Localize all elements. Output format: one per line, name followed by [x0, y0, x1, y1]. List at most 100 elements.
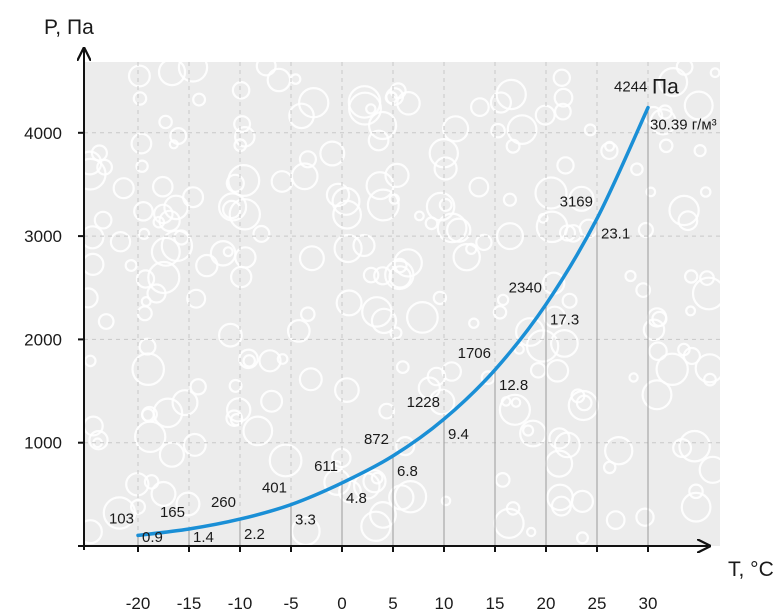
data-label-humidity: 30.39 г/м³: [650, 117, 717, 134]
bubble: [127, 64, 151, 88]
bubble: [553, 87, 574, 108]
bubble: [688, 483, 704, 500]
bubble: [298, 367, 323, 392]
bubble: [436, 212, 468, 244]
bubble: [428, 388, 456, 416]
bubble: [393, 480, 428, 514]
bubble: [604, 436, 634, 466]
data-label-pressure: 401: [262, 480, 287, 497]
bubble: [84, 354, 97, 368]
bubble: [131, 352, 165, 386]
y-tick-label: 3000: [24, 227, 62, 246]
bubble: [680, 491, 712, 523]
bubble: [150, 480, 177, 507]
bubble: [352, 233, 376, 258]
bubble: [90, 144, 109, 162]
bubble: [691, 276, 726, 311]
bubble: [406, 301, 439, 334]
bubble: [242, 415, 274, 447]
bubble: [494, 472, 511, 488]
bubble: [583, 123, 597, 137]
bubble: [157, 57, 187, 87]
bubble: [135, 269, 156, 289]
bubble: [270, 170, 294, 193]
bubble: [158, 441, 185, 468]
bubble: [384, 162, 410, 188]
bubble: [396, 91, 421, 116]
bubble: [605, 510, 626, 530]
bubble: [189, 378, 207, 396]
bubble: [432, 290, 448, 306]
bubble: [158, 114, 173, 130]
bubble: [130, 132, 153, 155]
bubble: [624, 269, 637, 283]
bubble: [325, 182, 351, 208]
bubble: [225, 397, 252, 423]
bubble: [347, 85, 382, 119]
bubble: [489, 91, 512, 114]
bubble: [550, 329, 579, 358]
bubble: [352, 472, 381, 500]
data-label-humidity: 2.2: [244, 526, 265, 543]
bubble: [135, 159, 149, 173]
data-label-pressure: 4244: [614, 79, 647, 96]
bubble: [534, 176, 568, 210]
bubble: [225, 173, 245, 193]
x-axis-title: T, °C: [728, 558, 774, 581]
bubble: [217, 322, 243, 348]
bubble: [373, 266, 393, 286]
bubble: [506, 114, 538, 146]
bubble: [685, 305, 697, 317]
bubble: [637, 221, 655, 239]
data-label-pressure: 1228: [407, 394, 440, 411]
bubble: [143, 474, 160, 490]
bubble: [556, 156, 575, 175]
bubble: [510, 397, 522, 408]
bubble: [96, 158, 113, 176]
x-tick-label: 10: [435, 594, 454, 613]
bubble: [465, 242, 478, 255]
bubble: [147, 260, 181, 295]
bubble: [234, 126, 256, 148]
bubble: [568, 185, 595, 212]
bubble: [222, 246, 234, 258]
bubble: [709, 67, 721, 79]
bubble: [389, 326, 403, 340]
bubble: [395, 360, 410, 375]
bubble: [77, 519, 103, 545]
bubble: [258, 349, 282, 373]
bubble: [366, 188, 400, 222]
x-tick-label: -15: [177, 594, 202, 613]
bubble: [545, 358, 570, 383]
bubble: [658, 138, 674, 154]
bubble: [171, 389, 199, 417]
bubble: [521, 424, 535, 437]
data-label-unit: Па: [652, 76, 679, 99]
bubble: [288, 102, 315, 130]
bubble: [298, 150, 317, 169]
data-label-humidity: 0.9: [142, 529, 163, 546]
bubble: [97, 313, 115, 330]
bubble: [370, 307, 398, 335]
bubble: [255, 55, 277, 77]
bubble: [693, 144, 707, 158]
bubble: [683, 90, 714, 121]
data-label-pressure: 2340: [509, 279, 542, 296]
data-label-pressure: 165: [160, 504, 185, 521]
bubble: [80, 225, 105, 250]
bubble: [333, 233, 363, 264]
bubble: [362, 469, 387, 494]
bubble: [186, 288, 207, 309]
x-tick-label: 20: [537, 594, 556, 613]
bubble: [153, 203, 174, 225]
bubble: [502, 192, 517, 207]
bubble: [657, 66, 689, 98]
bubble: [238, 348, 259, 370]
bubble: [480, 370, 496, 386]
data-label-humidity: 12.8: [499, 377, 528, 394]
x-tick-label: -20: [126, 594, 151, 613]
bubble: [677, 342, 691, 357]
drop-lines: [137, 107, 649, 546]
bubble: [362, 266, 380, 284]
